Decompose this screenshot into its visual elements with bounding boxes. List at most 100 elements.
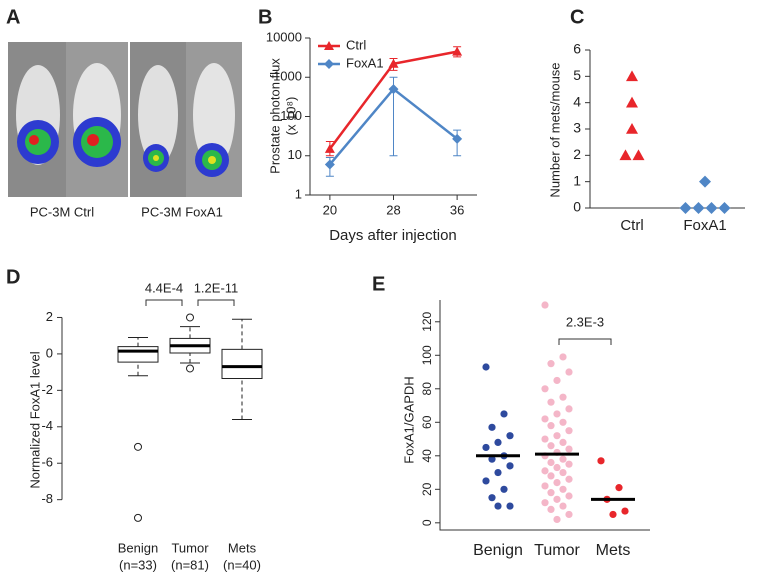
image-caption: PC-3M Ctrl (30, 204, 94, 219)
point (632, 149, 645, 161)
y-tick-label: 4 (573, 93, 581, 109)
y-tick-label: 0 (573, 199, 581, 215)
y-tick-label: 1 (573, 172, 581, 188)
point (565, 492, 573, 500)
outlier (186, 364, 194, 373)
panel-label: E (372, 273, 385, 295)
x-tick-label: Mets (596, 542, 631, 559)
point (559, 502, 567, 510)
point (553, 376, 561, 385)
legend-label: FoxA1 (346, 55, 384, 70)
point (565, 445, 573, 453)
y-tick-label: 6 (573, 41, 581, 57)
point (699, 175, 711, 188)
bracket (197, 299, 235, 306)
y-tick-label: 100 (280, 108, 302, 123)
y-tick-label: 2 (573, 146, 581, 162)
point (547, 442, 555, 450)
point (541, 301, 549, 309)
point (559, 438, 567, 446)
point (597, 457, 605, 465)
x-tick-label: 28 (386, 202, 400, 217)
y-tick-label: 1 (295, 186, 302, 201)
point (541, 415, 549, 423)
point (559, 353, 567, 361)
legend-marker (324, 41, 334, 50)
y-tick-label: 0 (46, 345, 53, 360)
group-size: (n=81) (171, 557, 209, 572)
point (626, 96, 638, 108)
x-tick-label: Mets (228, 540, 257, 555)
point (488, 455, 496, 463)
point (494, 468, 502, 477)
y-tick-label: 120 (420, 311, 434, 331)
y-tick-label: 10000 (266, 29, 302, 44)
legend-marker (324, 59, 334, 69)
outlier (186, 313, 194, 322)
y-tick-label: -8 (41, 491, 53, 506)
point (679, 202, 692, 214)
x-tick-label: Tumor (171, 540, 209, 555)
point (541, 385, 549, 393)
point (541, 482, 549, 490)
y-axis-label: (x 10⁸) (283, 97, 298, 136)
y-tick-label: 3 (573, 120, 581, 136)
marker (388, 84, 399, 95)
y-tick-label: 80 (420, 382, 434, 396)
point (494, 438, 502, 446)
point (541, 499, 549, 507)
annotation: 2.3E-3 (566, 314, 604, 329)
y-tick-label: 40 (420, 449, 434, 463)
y-tick-label: 2 (46, 309, 53, 324)
point (547, 422, 555, 430)
y-tick-label: 10 (288, 147, 302, 162)
x-axis-label: Days after injection (329, 227, 457, 244)
point (482, 477, 490, 485)
marker (324, 159, 335, 170)
bracket (145, 299, 183, 306)
box (117, 346, 159, 363)
point (559, 468, 567, 477)
point (553, 515, 561, 524)
marker (452, 133, 463, 144)
point (553, 432, 561, 440)
point (565, 475, 573, 483)
point (553, 463, 561, 472)
annotation: 1.2E-11 (194, 280, 239, 295)
point (482, 443, 490, 452)
point (621, 507, 629, 515)
y-tick-label: 1000 (273, 69, 302, 84)
y-tick-label: 20 (420, 482, 434, 496)
x-tick-label: Benign (118, 540, 158, 555)
x-tick-label: FoxA1 (683, 217, 726, 234)
point (609, 510, 617, 519)
point (488, 494, 496, 502)
y-axis-label: Normalized FoxA1 level (27, 351, 42, 488)
x-tick-label: 20 (323, 202, 337, 217)
point (506, 462, 514, 470)
y-axis-label: Number of mets/mouse (547, 62, 562, 197)
point (547, 505, 555, 514)
point (565, 510, 573, 519)
point (500, 410, 508, 418)
y-tick-label: 100 (420, 345, 434, 365)
point (626, 70, 638, 82)
x-tick-label: Ctrl (620, 217, 643, 234)
point (553, 410, 561, 418)
point (547, 360, 555, 368)
outlier (134, 442, 142, 451)
point (506, 502, 514, 510)
point (547, 472, 555, 480)
point (615, 484, 623, 492)
marker (452, 46, 463, 56)
point (619, 149, 632, 161)
point (565, 460, 573, 468)
point (547, 489, 555, 497)
point (705, 202, 718, 214)
box (221, 348, 263, 380)
x-tick-label: Tumor (534, 542, 580, 559)
outlier (134, 513, 142, 522)
marker (388, 58, 399, 68)
point (559, 455, 567, 463)
